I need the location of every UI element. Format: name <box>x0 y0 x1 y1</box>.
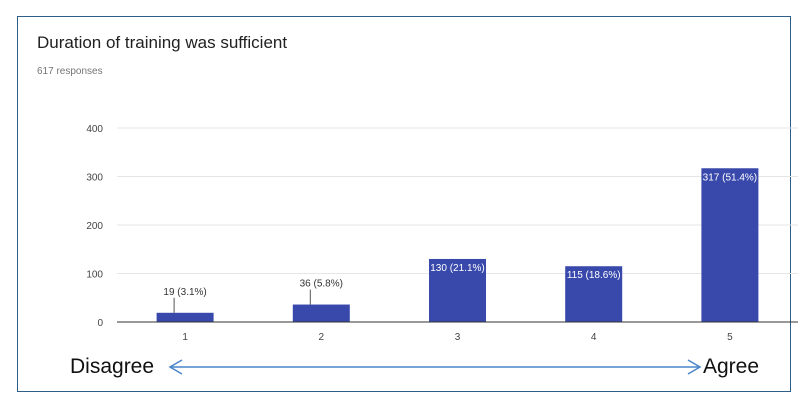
y-tick-label: 100 <box>86 270 103 281</box>
bar-data-label: 19 (3.1%) <box>163 287 206 298</box>
chart-title: Duration of training was sufficient <box>37 33 288 52</box>
bar <box>701 168 759 322</box>
x-tick-label: 3 <box>455 332 461 343</box>
response-count: 617 responses <box>37 66 103 77</box>
arrow-right-icon <box>687 359 702 375</box>
chart-card <box>17 16 791 392</box>
x-tick-label: 5 <box>727 332 733 343</box>
y-tick-label: 300 <box>86 173 103 184</box>
x-tick-label: 4 <box>591 332 597 343</box>
y-tick-label: 400 <box>86 124 103 135</box>
x-tick-label: 1 <box>182 332 188 343</box>
agree-label: Agree <box>703 355 760 378</box>
arrow-left-icon <box>168 359 183 375</box>
bar <box>156 312 214 322</box>
bar-data-label: 317 (51.4%) <box>703 172 757 183</box>
bar <box>292 304 350 322</box>
y-tick-label: 0 <box>97 318 103 329</box>
bar <box>565 266 623 322</box>
bar-data-label: 130 (21.1%) <box>430 263 484 274</box>
bar-data-label: 115 (18.6%) <box>567 270 621 281</box>
x-tick-label: 2 <box>319 332 325 343</box>
y-tick-label: 200 <box>86 221 103 232</box>
bar <box>429 258 486 322</box>
disagree-label: Disagree <box>70 355 155 378</box>
bar-data-label: 36 (5.8%) <box>300 279 343 290</box>
